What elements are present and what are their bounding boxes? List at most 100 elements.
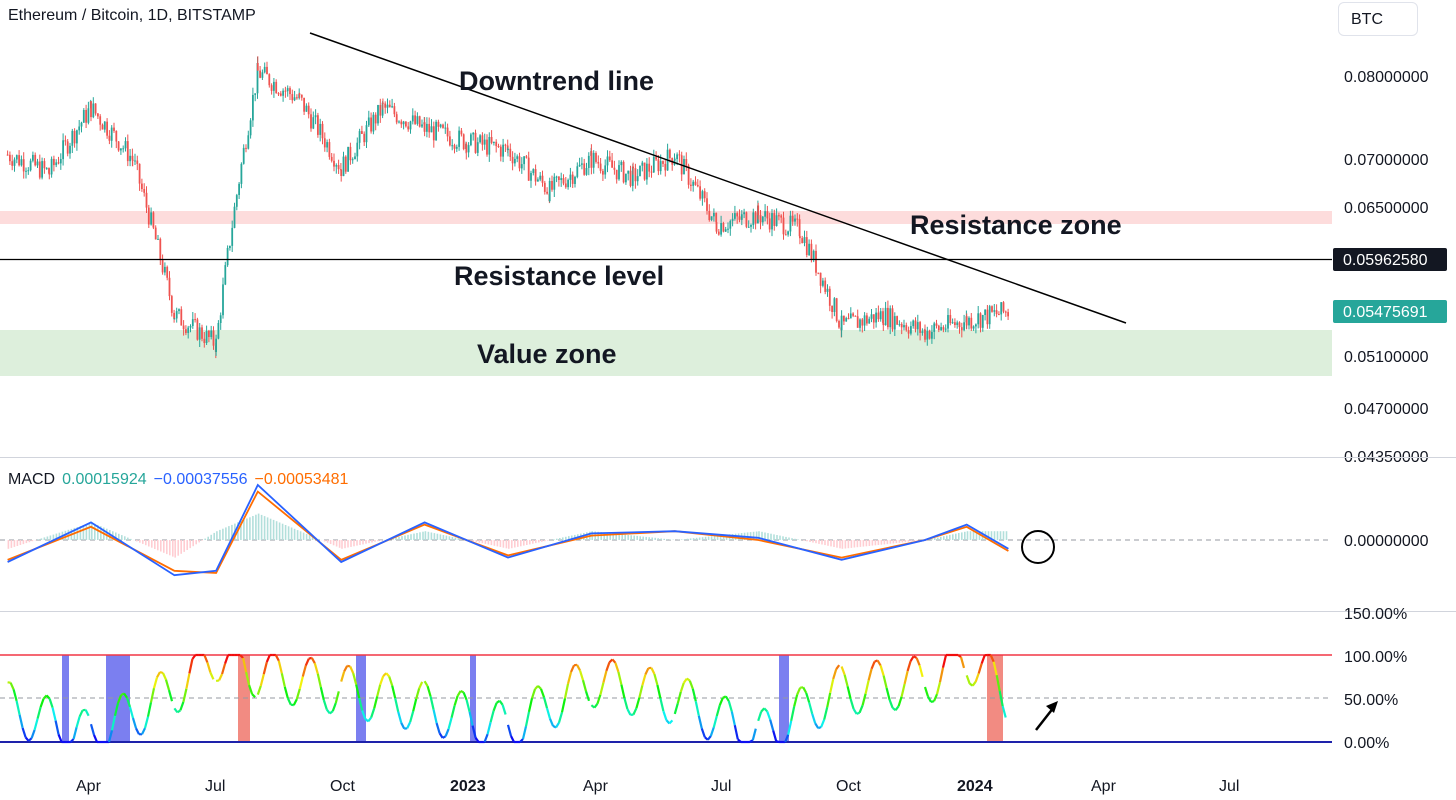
candle-body	[532, 169, 535, 173]
stoch-seg	[406, 721, 412, 729]
stoch-tick: 50.00%	[1344, 692, 1398, 709]
candle-body	[569, 174, 572, 180]
candle-body	[185, 329, 187, 333]
stoch-seg	[456, 690, 462, 697]
currency-button[interactable]: BTC	[1338, 2, 1418, 36]
macd-hist-bar	[43, 537, 46, 540]
candle-body	[124, 141, 127, 149]
candle-body	[924, 329, 926, 340]
candle-body	[432, 126, 435, 141]
macd-hist-bar	[907, 540, 910, 542]
candle-body	[632, 166, 634, 169]
stoch-seg	[913, 655, 918, 659]
stoch-seg	[775, 740, 780, 744]
candle-body	[975, 324, 977, 327]
stoch-seg	[793, 694, 799, 707]
candle-body	[240, 163, 243, 184]
macd-hist-bar	[204, 538, 206, 540]
macd-line	[7, 483, 1009, 577]
macd-hist-bar	[692, 538, 695, 540]
candle-body	[835, 298, 838, 321]
candle-body	[215, 338, 217, 352]
stoch-seg	[835, 664, 841, 670]
candle-body	[768, 218, 771, 230]
candle-body	[418, 116, 421, 127]
candle-body	[71, 130, 74, 146]
candle-body	[296, 97, 298, 99]
symbol-title[interactable]: Ethereum / Bitcoin, 1D, BITSTAMP	[8, 7, 256, 24]
candle-body	[576, 166, 579, 177]
macd-hist-bar	[240, 521, 242, 540]
stoch-seg	[935, 681, 942, 695]
macd-hist-bar	[341, 540, 343, 549]
candle-body	[634, 168, 637, 182]
macd-hist-bar	[797, 539, 799, 540]
candle-body	[608, 156, 611, 161]
macd-hist-bar	[764, 532, 766, 540]
candle-body	[799, 236, 801, 239]
stoch-seg	[784, 734, 790, 743]
candle-body	[164, 266, 166, 273]
stoch-seg	[92, 734, 99, 743]
macd-hist-bar	[827, 540, 829, 546]
stoch-seg	[385, 672, 391, 678]
stoch-seg	[27, 737, 33, 742]
macd-hist-bar	[37, 539, 40, 540]
macd-hist-bar	[457, 538, 460, 540]
macd-hist-bar	[219, 529, 221, 540]
macd-hist-bar	[841, 540, 844, 549]
candle-body	[518, 156, 521, 169]
candle-body	[954, 322, 956, 325]
candle-body	[175, 311, 178, 319]
resistance-level-label: Resistance level	[454, 261, 664, 291]
resistance-zone	[0, 211, 1332, 224]
stoch-seg	[796, 687, 802, 695]
stoch-seg	[593, 703, 599, 709]
macd-hist-bar	[311, 536, 314, 540]
candle-body	[947, 315, 949, 329]
macd-hist-bar	[180, 540, 182, 554]
stoch-seg	[941, 654, 948, 668]
macd-legend: MACD 0.00015924 −0.00037556 −0.00053481	[8, 471, 355, 489]
candle-body	[993, 310, 996, 312]
macd-hist-bar	[520, 540, 522, 547]
stoch-seg	[938, 667, 945, 683]
candle-body	[652, 156, 655, 173]
current-price-tag	[1333, 300, 1447, 323]
candle-body	[217, 323, 220, 339]
macd-hist-bar	[460, 538, 463, 540]
stoch-seg	[310, 657, 316, 664]
stoch-seg	[555, 722, 560, 729]
macd-hist-bar	[192, 540, 194, 547]
stoch-seg	[57, 734, 63, 743]
stoch-seg	[182, 688, 188, 703]
candle-body	[822, 280, 824, 286]
stoch-seg	[242, 657, 248, 673]
candle-body	[905, 325, 908, 331]
candle-body	[615, 169, 618, 180]
stoch-seg	[343, 665, 349, 672]
stoch-seg	[772, 730, 778, 742]
stoch-seg	[802, 686, 808, 694]
candle-body	[553, 176, 556, 190]
candle-body	[136, 160, 139, 164]
macd-hist-bar	[269, 518, 272, 540]
stoch-seg	[265, 654, 271, 663]
candle-body	[590, 151, 593, 168]
macd-hist-bar	[830, 540, 832, 547]
stoch-seg	[349, 665, 355, 674]
stoch-seg	[256, 685, 262, 695]
candle-body	[481, 135, 484, 145]
candle-body	[808, 243, 810, 255]
macd-hist-bar	[451, 536, 454, 540]
macd-hist-bar	[275, 521, 278, 540]
stoch-seg	[682, 677, 688, 684]
candle-body	[504, 144, 507, 146]
macd-hist-bar	[332, 540, 335, 546]
macd-name: MACD	[8, 471, 56, 488]
stoch-seg	[245, 671, 251, 686]
macd-hist-bar	[874, 540, 877, 546]
macd-hist-bar	[124, 536, 126, 540]
stoch-seg	[331, 702, 337, 712]
stoch-seg	[861, 693, 867, 706]
